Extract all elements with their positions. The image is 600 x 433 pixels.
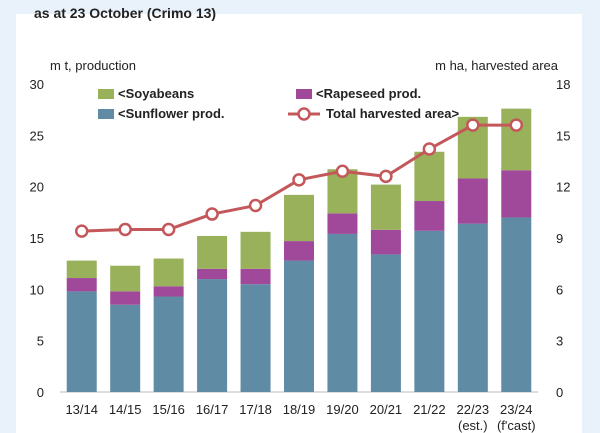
legend-label-sunflower: <Sunflower prod. [118,106,225,121]
left-tick-label: 5 [37,334,44,349]
bar-sunflower-6 [327,233,358,392]
legend-swatch-soyabeans [98,89,114,99]
x-tick-label: 13/14 [65,402,98,417]
right-tick-label: 18 [556,77,570,92]
bar-soyabeans-8 [414,151,445,202]
x-tick-sublabel: (f'cast) [497,418,536,433]
chart-title-cut: as at 23 October (Crimo 13) [34,5,217,21]
legend-marker-area [297,107,311,121]
x-tick-sublabel: (est.) [458,418,488,433]
marker-area-8 [422,142,437,156]
bar-rapeseed-5 [284,241,314,261]
bar-sunflower-9 [457,223,488,392]
x-axis-ticks: 13/14 14/15 15/16 16/17 17/18 18/19 19/20 20/21… [65,402,535,433]
bar-layer [66,108,532,392]
x-tick-label: 22/23 [457,402,490,417]
bar-sunflower-5 [284,260,314,392]
bar-soyabeans-2 [153,258,184,287]
bar-sunflower-7 [370,254,401,392]
bar-sunflower-10 [501,217,532,392]
x-tick-label: 14/15 [109,402,142,417]
right-axis-ticks: 0 3 6 9 12 15 18 [556,77,570,400]
bar-sunflower-2 [153,296,184,392]
legend-swatch-rapeseed [296,89,312,99]
bar-soyabeans-1 [110,265,141,292]
bar-soyabeans-10 [501,108,532,171]
bar-rapeseed-8 [414,201,445,231]
chart-panel: as at 23 October (Crimo 13) 0 5 10 15 20 25 30… [16,5,582,433]
legend-label-soyabeans: <Soyabeans [118,86,194,101]
x-tick-label: 17/18 [239,402,272,417]
marker-area-10 [509,118,524,132]
bar-rapeseed-1 [110,291,141,305]
legend-label-rapeseed: <Rapeseed prod. [316,86,421,101]
left-axis-title: m t, production [50,58,136,73]
legend: <Soyabeans <Rapeseed prod. <Sunflower prod… [98,86,459,121]
bar-sunflower-1 [110,304,141,392]
right-tick-label: 12 [556,180,570,195]
x-tick-label: 15/16 [152,402,185,417]
bar-rapeseed-6 [327,213,358,234]
marker-area-9 [466,118,480,132]
legend-label-area: Total harvested area> [326,106,459,121]
x-tick-label: 18/19 [283,402,316,417]
marker-area-1 [118,222,132,237]
bar-sunflower-8 [414,230,445,392]
legend-swatch-sunflower [98,109,114,119]
bar-rapeseed-9 [457,178,488,224]
x-tick-label: 19/20 [326,402,359,417]
x-tick-label: 16/17 [196,402,229,417]
right-tick-label: 6 [556,282,563,297]
left-tick-label: 10 [30,282,44,297]
right-tick-label: 0 [556,385,563,400]
left-tick-label: 20 [30,180,44,195]
bar-rapeseed-7 [370,229,401,255]
left-axis-ticks: 0 5 10 15 20 25 30 [30,77,44,400]
marker-area-0 [74,224,89,238]
right-tick-label: 3 [556,334,563,349]
bar-sunflower-4 [240,284,271,392]
bar-rapeseed-3 [197,268,228,280]
x-tick-label: 21/22 [413,402,446,417]
bar-soyabeans-5 [284,194,314,242]
left-tick-label: 0 [37,385,44,400]
bar-rapeseed-4 [240,268,271,285]
bar-soyabeans-0 [66,260,97,279]
left-tick-label: 15 [30,231,44,246]
marker-area-2 [161,222,176,237]
line-layer [74,118,524,238]
bar-sunflower-0 [66,291,97,392]
marker-area-5 [292,173,306,187]
marker-area-6 [335,164,350,179]
bar-rapeseed-2 [153,286,184,297]
x-tick-label: 20/21 [370,402,403,417]
bar-soyabeans-4 [240,231,271,269]
marker-area-3 [205,207,219,221]
bar-rapeseed-0 [66,278,97,292]
left-tick-label: 25 [30,128,44,143]
bar-sunflower-3 [197,279,228,392]
marker-area-4 [248,198,263,213]
right-axis-title: m ha, harvested area [435,58,559,73]
bar-soyabeans-3 [197,235,228,269]
bar-rapeseed-10 [501,170,532,218]
marker-area-7 [379,169,393,184]
right-tick-label: 9 [556,231,563,246]
right-tick-label: 15 [556,128,570,143]
left-tick-label: 30 [30,77,44,92]
x-tick-label: 23/24 [500,402,533,417]
plot-area [60,108,538,393]
bar-soyabeans-7 [370,184,401,230]
